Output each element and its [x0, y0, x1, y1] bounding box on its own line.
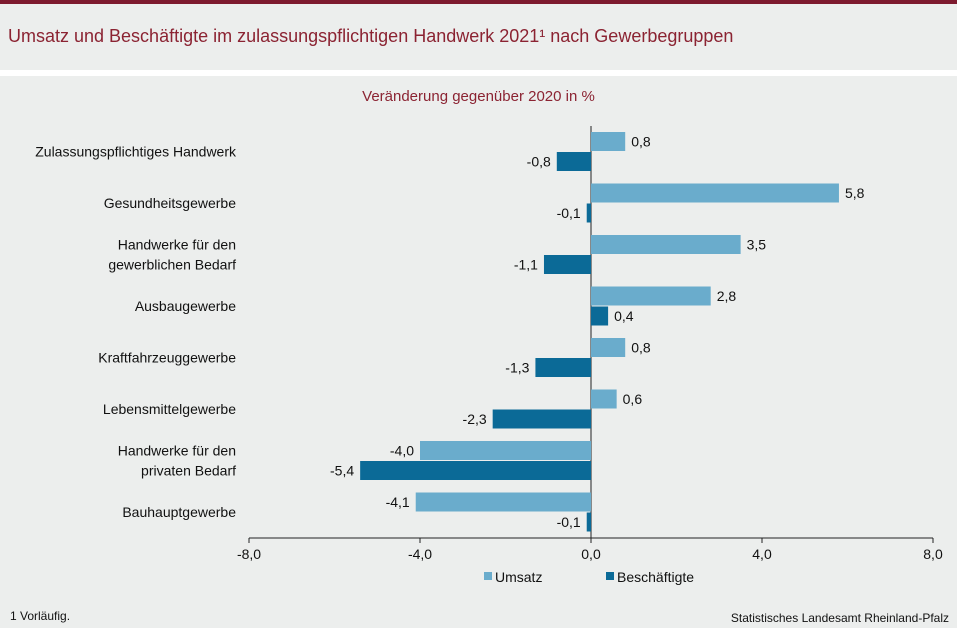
bar-umsatz — [420, 441, 591, 460]
header: Umsatz und Beschäftigte im zulassungspfl… — [0, 4, 957, 70]
data-label: -1,1 — [514, 257, 538, 273]
bar-umsatz — [591, 286, 711, 306]
data-label: 3,5 — [747, 237, 767, 253]
bar-umsatz — [591, 338, 626, 357]
data-label: 0,4 — [614, 308, 634, 324]
category-label: privaten Bedarf — [141, 463, 236, 479]
data-label: -5,4 — [330, 463, 354, 479]
bar-beschaeftigte — [543, 255, 591, 274]
category-label: Handwerke für den — [118, 443, 236, 459]
page-title: Umsatz und Beschäftigte im zulassungspfl… — [8, 26, 734, 46]
data-label: -2,3 — [463, 411, 487, 427]
bar-beschaeftigte — [586, 203, 591, 223]
category-label: Gesundheitsgewerbe — [104, 195, 237, 211]
source-credit: Statistisches Landesamt Rheinland-Pfalz — [730, 611, 949, 625]
category-label: Zulassungspflichtiges Handwerk — [35, 144, 237, 160]
category-label: Ausbaugewerbe — [135, 298, 236, 314]
category-label: Handwerke für den — [118, 237, 236, 253]
data-label: -4,1 — [386, 494, 410, 510]
bar-umsatz — [591, 132, 626, 151]
data-label: -0,8 — [527, 154, 551, 170]
x-tick-label: -8,0 — [237, 546, 261, 562]
legend-label: Beschäftigte — [617, 569, 694, 585]
bar-beschaeftigte — [586, 512, 591, 532]
footnote: 1 Vorläufig. — [10, 609, 71, 623]
bar-umsatz — [591, 389, 617, 409]
category-label: Lebensmittelgewerbe — [103, 401, 236, 417]
x-tick-label: 0,0 — [581, 546, 601, 562]
data-label: -1,3 — [505, 360, 529, 376]
top-accent-rule — [0, 0, 957, 4]
category-label: Kraftfahrzeuggewerbe — [98, 350, 236, 366]
bar-umsatz — [591, 183, 839, 203]
bar-beschaeftigte — [556, 152, 591, 171]
plot-background — [0, 76, 957, 628]
bar-beschaeftigte — [591, 306, 609, 326]
header-divider — [0, 70, 957, 76]
data-label: -0,1 — [557, 514, 581, 530]
data-label: -4,0 — [390, 443, 414, 459]
category-label: gewerblichen Bedarf — [108, 257, 236, 273]
data-label: 0,8 — [631, 134, 651, 150]
data-label: 0,8 — [631, 340, 651, 356]
bar-beschaeftigte — [535, 358, 591, 377]
category-label: Bauhauptgewerbe — [122, 504, 236, 520]
legend-label: Umsatz — [495, 569, 542, 585]
bar-umsatz — [415, 492, 591, 512]
legend-swatch-beschaeftigte — [606, 572, 614, 580]
bar-umsatz — [591, 235, 741, 254]
chart-subtitle: Veränderung gegenüber 2020 in % — [362, 88, 595, 105]
data-label: 2,8 — [717, 288, 737, 304]
data-label: -0,1 — [557, 205, 581, 221]
bar-beschaeftigte — [492, 409, 591, 429]
data-label: 5,8 — [845, 185, 865, 201]
x-tick-label: 4,0 — [752, 546, 772, 562]
bar-beschaeftigte — [360, 461, 591, 480]
x-tick-label: -4,0 — [408, 546, 432, 562]
data-label: 0,6 — [623, 391, 643, 407]
x-tick-label: 8,0 — [923, 546, 943, 562]
legend-swatch-umsatz — [484, 572, 492, 580]
